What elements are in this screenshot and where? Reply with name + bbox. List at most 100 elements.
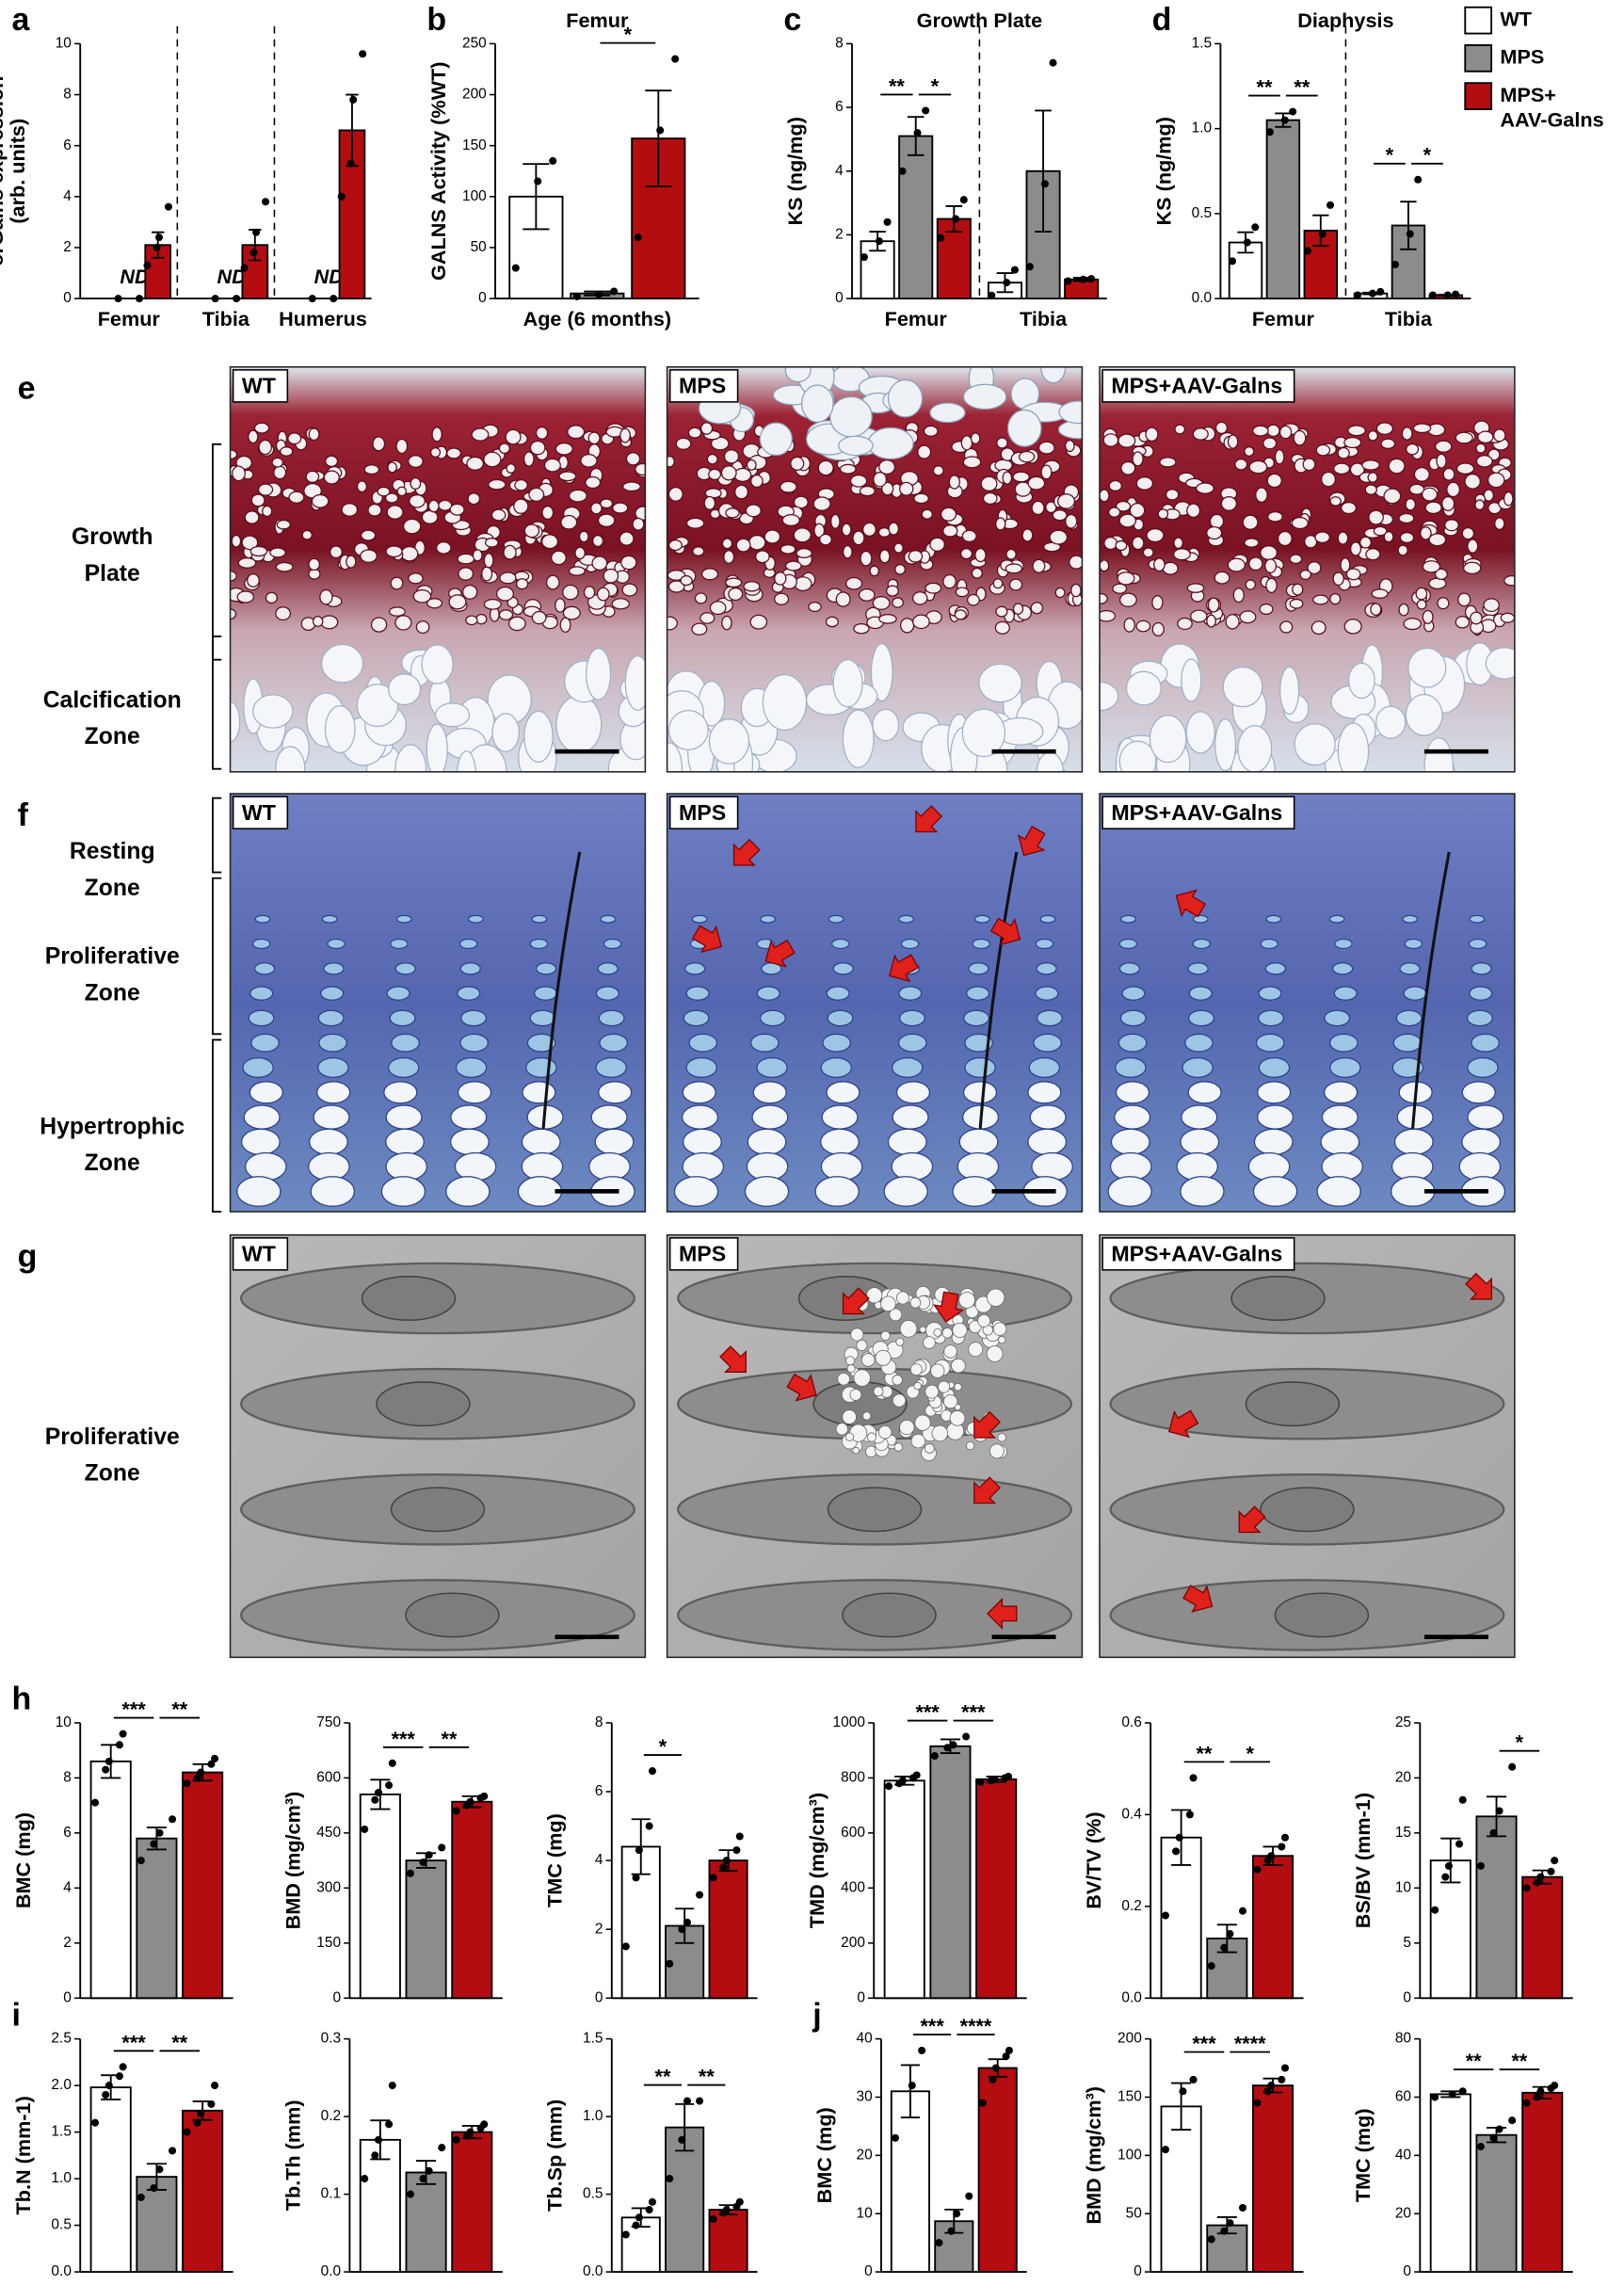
y-tick-label: 0.2 xyxy=(1121,1898,1141,1914)
significance-label: ** xyxy=(699,2065,715,2088)
y-axis-label: Tb.Th (mm) xyxy=(281,2100,304,2211)
cell xyxy=(237,557,257,569)
arrow xyxy=(732,838,761,866)
data-point xyxy=(183,2128,191,2136)
data-point xyxy=(115,2072,123,2081)
cell xyxy=(1260,545,1278,560)
cell xyxy=(1364,484,1377,495)
data-point xyxy=(1267,1852,1276,1860)
cell xyxy=(555,598,566,613)
cell xyxy=(460,1009,488,1027)
cell xyxy=(391,1033,420,1053)
image-label: MPS+AAV-Galns xyxy=(1111,1242,1282,1266)
cell xyxy=(383,1081,418,1104)
cell xyxy=(869,565,880,577)
cell xyxy=(706,453,718,465)
data-point xyxy=(211,2082,219,2090)
cell xyxy=(1471,1033,1500,1053)
cell xyxy=(764,529,781,544)
vacuole xyxy=(853,1369,871,1387)
data-point xyxy=(183,1779,191,1788)
cell xyxy=(814,1176,860,1207)
cell xyxy=(370,617,388,633)
vessel xyxy=(387,673,422,706)
x-axis-label: Age (6 months) xyxy=(523,307,672,330)
cell xyxy=(529,1009,556,1027)
vessel xyxy=(667,709,709,750)
cell xyxy=(389,1009,416,1027)
cell xyxy=(1114,1104,1151,1130)
data-point xyxy=(1551,1857,1559,1865)
vacuole xyxy=(986,1345,1004,1362)
cell xyxy=(632,517,645,531)
arrow xyxy=(1017,825,1046,857)
data-point xyxy=(930,1751,939,1761)
cell xyxy=(308,427,320,442)
y-axis-label: BMC (mg) xyxy=(812,2107,836,2203)
cell xyxy=(996,437,1008,449)
arrow xyxy=(1238,1505,1266,1534)
y-tick-label: 30 xyxy=(856,2089,872,2105)
y-axis-label: orGalns expression xyxy=(0,76,8,266)
y-tick-label: 450 xyxy=(316,1825,341,1841)
data-point xyxy=(1087,275,1096,283)
cell xyxy=(458,938,478,950)
y-tick-label: 0 xyxy=(1403,2263,1411,2279)
cell xyxy=(752,1081,787,1104)
vessel xyxy=(1337,722,1370,772)
vessel xyxy=(1185,711,1215,754)
cell xyxy=(446,447,462,459)
cell xyxy=(862,522,876,538)
cell xyxy=(317,1057,349,1078)
data-point xyxy=(908,2082,916,2090)
cell xyxy=(1503,491,1514,507)
cell xyxy=(1027,1128,1068,1156)
bar xyxy=(359,2138,401,2274)
vacuole xyxy=(933,1328,942,1337)
fold-line xyxy=(978,851,1019,1129)
data-point xyxy=(1431,1906,1439,1914)
y-tick-label: 2.5 xyxy=(51,2031,71,2047)
cell xyxy=(961,529,977,542)
cell xyxy=(1190,609,1208,623)
panel-label: g xyxy=(18,1238,38,1274)
data-point xyxy=(648,2197,656,2206)
cell xyxy=(1365,548,1381,561)
cell xyxy=(485,537,499,548)
cell xyxy=(578,530,589,543)
cell xyxy=(699,612,716,624)
zone-label: Zone xyxy=(85,876,140,901)
cell xyxy=(1403,986,1427,1001)
cell xyxy=(1180,1176,1225,1207)
cell xyxy=(241,1128,281,1156)
cell xyxy=(1258,1057,1291,1078)
y-tick-label: 400 xyxy=(841,1879,865,1895)
vacuole xyxy=(850,1328,864,1342)
cell xyxy=(244,510,260,524)
cell xyxy=(1110,1128,1150,1156)
vessel xyxy=(1407,647,1447,688)
vessel xyxy=(708,718,750,764)
cell xyxy=(599,1033,628,1053)
vessel xyxy=(762,673,808,732)
cell xyxy=(1444,519,1459,532)
cell xyxy=(305,470,320,483)
zone-bracket xyxy=(212,797,222,874)
cell xyxy=(450,1104,488,1130)
cell xyxy=(232,465,246,482)
cell xyxy=(1406,443,1420,456)
nucleus xyxy=(390,1487,486,1533)
cell xyxy=(982,491,998,505)
cell xyxy=(1012,603,1024,615)
y-tick-label: 1.0 xyxy=(583,2108,603,2124)
significance-label: ** xyxy=(171,1698,187,1721)
cell xyxy=(1467,1104,1504,1130)
cell xyxy=(568,566,586,576)
data-point xyxy=(137,1857,145,1865)
y-tick-label: 0 xyxy=(595,1989,603,2005)
cell xyxy=(621,583,638,597)
cell xyxy=(1135,476,1154,491)
cell xyxy=(968,962,989,975)
error-bar xyxy=(1035,109,1052,233)
cell xyxy=(1333,462,1351,475)
